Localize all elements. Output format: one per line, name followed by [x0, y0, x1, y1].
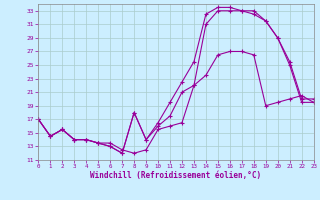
X-axis label: Windchill (Refroidissement éolien,°C): Windchill (Refroidissement éolien,°C): [91, 171, 261, 180]
